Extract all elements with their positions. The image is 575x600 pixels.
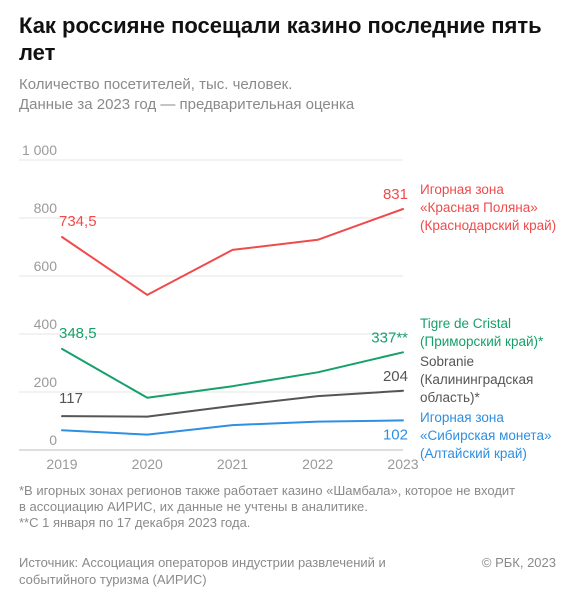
- subtitle-line-units: Количество посетителей, тыс. человек.: [19, 76, 293, 93]
- series-legend-label: Игорная зона: [420, 410, 504, 425]
- source-line-2: событийного туризма (АИРИС): [19, 572, 207, 587]
- y-tick-label: 400: [34, 316, 58, 332]
- series-legend-label: Sobranie: [420, 354, 474, 369]
- data-label-start: 734,5: [59, 213, 97, 230]
- series-line: [61, 208, 404, 296]
- line-chart: 0 200 400 600 800 1 000 2019 2020 2021 2022 2023 73…: [19, 142, 556, 472]
- chart-title: Как россияне посещали казино последние п…: [19, 13, 542, 65]
- subtitle-line-note: Данные за 2023 год — предварительная оце…: [19, 96, 355, 113]
- data-label-end: 204: [383, 368, 408, 385]
- series-legend-label: Tigre de Cristal: [420, 316, 511, 331]
- series-legend-label: (Приморский край)*: [420, 334, 544, 349]
- chart-subtitle: Количество посетителей, тыс. человек. Да…: [19, 75, 559, 115]
- footnote-2: **С 1 января по 17 декабря 2023 года.: [19, 515, 251, 530]
- data-label-end: 831: [383, 186, 408, 203]
- y-tick-label: 600: [34, 258, 58, 274]
- series-legend-label: (Калининградская: [420, 372, 533, 387]
- x-tick-label: 2019: [46, 456, 77, 472]
- y-tick-label: 200: [34, 374, 58, 390]
- footnotes: *В игорных зонах регионов также работает…: [19, 483, 559, 531]
- series-legend-label: «Красная Поляна»: [420, 200, 538, 215]
- series-legend-label: (Краснодарский край): [420, 218, 556, 233]
- data-label-start: 348,5: [59, 325, 97, 342]
- series-legend-label: Игорная зона: [420, 182, 504, 197]
- y-tick-label: 800: [34, 200, 58, 216]
- series-line: [61, 419, 404, 436]
- footnote-1-line-2: в ассоциацию АИРИС, их данные не учтены …: [19, 499, 368, 514]
- x-tick-label: 2020: [132, 456, 163, 472]
- source: Источник: Ассоциация операторов индустри…: [19, 554, 439, 588]
- x-tick-label: 2022: [302, 456, 333, 472]
- series-line: [61, 347, 404, 399]
- series-line: [61, 389, 404, 418]
- footnote-1-line-1: *В игорных зонах регионов также работает…: [19, 483, 516, 498]
- x-tick-label: 2021: [217, 456, 248, 472]
- series-legend-label: область)*: [420, 390, 480, 405]
- data-label-start: 117: [59, 390, 83, 407]
- source-line-1: Источник: Ассоциация операторов индустри…: [19, 555, 386, 570]
- copyright: © РБК, 2023: [481, 555, 556, 570]
- x-tick-label: 2023: [387, 456, 418, 472]
- data-label-end: 102: [383, 426, 408, 443]
- y-tick-label: 0: [49, 432, 57, 448]
- series-legend-label: «Сибирская монета»: [420, 428, 551, 443]
- y-tick-label: 1 000: [22, 142, 57, 158]
- data-label-end: 337**: [371, 329, 408, 346]
- series-legend-label: (Алтайский край): [420, 446, 527, 461]
